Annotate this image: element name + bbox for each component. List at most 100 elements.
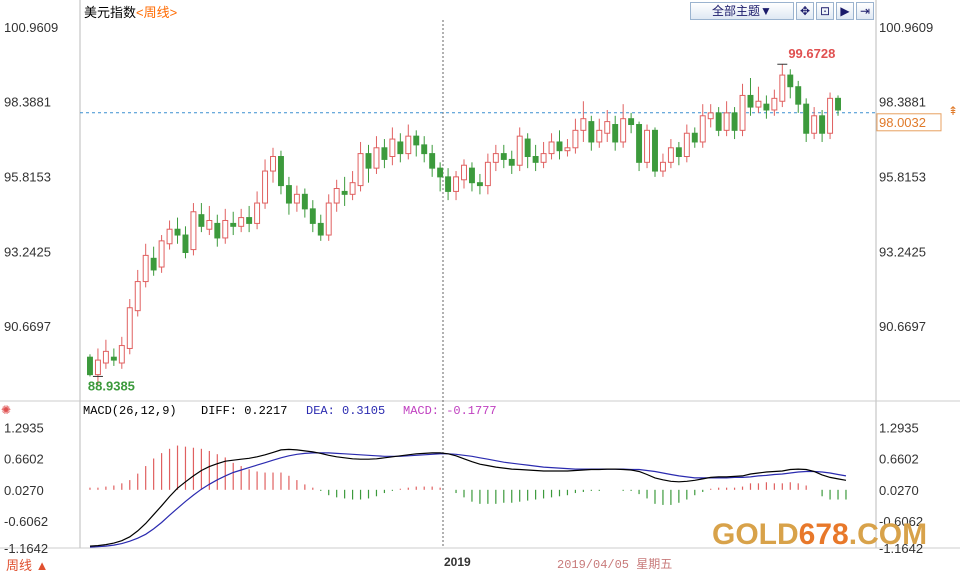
candle-body [102,350,109,364]
candle-body [532,156,539,163]
price-axis-label-left: 98.3881 [4,95,51,110]
candle-body [87,356,93,376]
candle-body [94,359,101,376]
high-value-label: 99.6728 [788,46,835,61]
macd-axis-label-left: 1.2935 [4,421,44,436]
candle-body [604,121,611,134]
candle-body [301,193,308,210]
candle-body [492,153,499,163]
candle-body [461,164,467,181]
macd-value-label: MACD: -0.1777 [403,404,497,418]
candle-body [771,97,778,111]
macd-diff-label: DIFF: 0.2217 [201,404,287,418]
candle-body [325,202,332,236]
price-axis-label-left: 100.9609 [4,20,58,35]
candle-body [238,217,245,227]
candle-body [110,356,117,361]
candle-body [381,147,388,160]
candle-body [317,222,324,236]
period-link[interactable]: <周线> [136,5,178,20]
candle-body [309,208,316,224]
candle-body [747,94,754,108]
year-label: 2019 [444,555,471,569]
watermark-suffix: .COM [848,518,928,551]
candle-body [429,153,436,169]
price-axis-label-left: 93.2425 [4,244,51,259]
low-value-label: 88.9385 [88,378,135,393]
theme-dropdown-button[interactable]: 全部主题▼ [690,2,794,20]
macd-axis-label-left: 0.6602 [4,452,44,467]
candle-body [731,112,738,131]
candle-body [349,182,356,195]
price-axis-label-left: 95.8153 [4,169,51,184]
candle-body [652,129,658,172]
candle-body [787,74,794,88]
candle-body [413,135,420,146]
candle-body [126,307,133,349]
candle-body [174,228,181,236]
candle-body [691,132,698,143]
candle-body [739,94,746,131]
macd-axis-label-right: 0.6602 [879,452,919,467]
candle-body [206,219,213,230]
macd-axis-label-left: -1.1642 [4,541,48,556]
candle-body [612,124,619,143]
macd-legend-name: MACD(26,12,9) [83,404,177,418]
candle-body [285,185,292,204]
candle-body [524,138,531,158]
candle-body [389,138,396,158]
candle-body [150,257,157,271]
price-axis-label-right: 100.9609 [879,20,933,35]
price-axis-label-left: 90.6697 [4,319,51,334]
candle-body [811,115,818,134]
macd-dea-label: DEA: 0.3105 [306,404,385,418]
candle-body [142,254,149,283]
candle-body [580,118,587,131]
candle-body [548,141,555,155]
candle-body [166,228,173,245]
cursor-date-label: 2019/04/05 星期五 [557,558,673,572]
candle-body [158,240,165,268]
candle-body [508,158,515,166]
candle-body [468,167,475,184]
candle-body [675,147,682,158]
watermark-number: 678 [798,518,849,551]
price-axis-label-right: 98.3881 [879,95,926,110]
current-price-tag [876,113,942,132]
macd-axis-label-right: -0.6062 [879,514,923,529]
price-axis-label-right: 95.8153 [879,169,926,184]
candle-body [230,222,237,227]
candle-body [763,103,770,111]
candle-body [564,147,571,152]
candle-body [628,118,635,126]
candle-body [723,112,730,131]
price-marker-icon: ⇞ [948,104,958,118]
period-toggle-button[interactable]: 周线 ▲ [6,558,49,573]
zoom-range-icon[interactable]: ⊡ [816,2,834,20]
step-forward-icon[interactable]: ▶ [836,2,854,20]
candle-body [222,219,229,239]
jump-end-icon[interactable]: ⇥ [856,2,874,20]
price-axis-label-right: 93.2425 [879,244,926,259]
candle-body [540,153,547,163]
candle-body [445,176,452,192]
watermark-prefix: GOLD [712,518,799,551]
candle-body [779,74,786,102]
candle-body [715,112,722,131]
candle-body [683,132,690,158]
candle-body [214,222,221,239]
crosshair-icon[interactable]: ✥ [796,2,814,20]
candle-body [134,281,141,312]
candle-body [437,167,444,178]
candle-body [707,112,714,120]
candle-body [198,214,205,227]
diff-line [89,448,847,547]
macd-axis-label-left: 0.0270 [4,483,44,498]
candle-body [484,161,491,187]
candle-body [516,135,523,166]
candle-body [293,193,300,204]
candle-body [500,153,507,160]
candle-body [572,129,579,149]
candle-body [620,118,627,143]
candle-body [835,97,841,111]
